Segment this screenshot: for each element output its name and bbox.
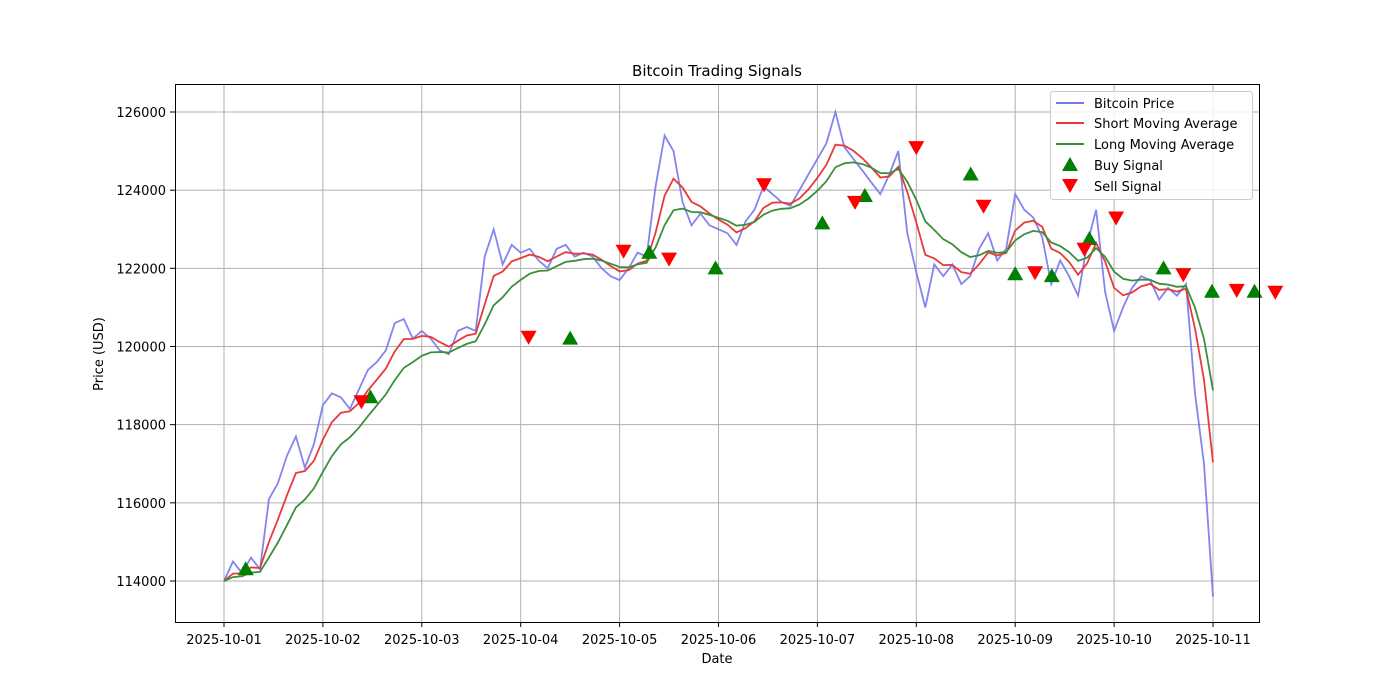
chart-title: Bitcoin Trading Signals	[632, 62, 802, 80]
sell-signal-marker	[755, 178, 772, 193]
buy-signal-marker	[707, 260, 724, 275]
x-tick-label: 2025-10-05	[582, 633, 658, 648]
buy-signal-marker	[1246, 283, 1263, 298]
x-tick-label: 2025-10-11	[1175, 633, 1251, 648]
x-tick-label: 2025-10-02	[285, 633, 361, 648]
y-tick-label: 122000	[116, 262, 166, 277]
long-ma-line	[223, 161, 1214, 582]
y-tick-label: 126000	[116, 106, 166, 121]
y-tick-label: 114000	[116, 575, 166, 590]
legend-sell-label: Sell Signal	[1094, 180, 1162, 195]
sell-signal-marker	[1076, 242, 1093, 257]
sell-signal-marker	[908, 141, 925, 156]
sell-signal-marker	[1026, 266, 1043, 281]
sell-triangle-icon	[1062, 179, 1078, 193]
sell-signal-marker	[975, 199, 992, 214]
data-lines	[223, 108, 1214, 597]
sell-signal-marker	[846, 195, 863, 210]
sell-signal-marker	[1108, 211, 1125, 226]
y-tick-label: 124000	[116, 184, 166, 199]
x-tick-label: 2025-10-03	[384, 633, 460, 648]
x-tick-label: 2025-10-10	[1076, 633, 1152, 648]
signal-markers	[237, 141, 1284, 576]
sell-signal-marker	[353, 395, 370, 410]
short-ma-line	[223, 143, 1214, 582]
y-axis-label: Price (USD)	[92, 317, 107, 391]
buy-signal-marker	[1204, 283, 1221, 298]
x-tick-label: 2025-10-07	[780, 633, 856, 648]
y-tick-label: 118000	[116, 419, 166, 434]
x-tick-label: 2025-10-06	[681, 633, 757, 648]
buy-signal-marker	[562, 330, 579, 345]
x-axis-label: Date	[701, 652, 732, 667]
x-tick-label: 2025-10-09	[977, 633, 1053, 648]
sell-signal-marker	[1267, 285, 1284, 300]
buy-signal-marker	[1155, 260, 1172, 275]
legend-short-ma-label: Short Moving Average	[1094, 117, 1238, 132]
sell-signal-marker	[520, 330, 537, 345]
sell-signal-marker	[615, 244, 632, 259]
x-tick-label: 2025-10-01	[186, 633, 262, 648]
y-tick-label: 116000	[116, 497, 166, 512]
y-tick-label: 120000	[116, 341, 166, 356]
plot-frame	[175, 84, 1260, 623]
x-tick-label: 2025-10-08	[879, 633, 955, 648]
buy-signal-marker	[962, 166, 979, 181]
bitcoin-price-line	[223, 108, 1214, 597]
legend-long-ma-label: Long Moving Average	[1094, 138, 1234, 153]
axis-ticks: 2025-10-01 2025-10-02 2025-10-03 2025-10-04…	[116, 106, 1250, 648]
buy-signal-marker	[237, 561, 254, 576]
buy-signal-marker	[641, 244, 658, 259]
sell-signal-marker	[661, 252, 678, 267]
buy-signal-marker	[1043, 268, 1060, 283]
buy-triangle-icon	[1062, 157, 1078, 171]
x-tick-label: 2025-10-04	[483, 633, 559, 648]
legend: Bitcoin Price Short Moving Average Long …	[1050, 91, 1253, 200]
sell-signal-marker	[1228, 283, 1245, 298]
sell-signal-marker	[1175, 268, 1192, 283]
legend-buy-label: Buy Signal	[1094, 159, 1163, 174]
buy-signal-marker	[1007, 266, 1024, 281]
buy-signal-marker	[1081, 231, 1098, 246]
buy-signal-marker	[814, 215, 831, 230]
legend-price-label: Bitcoin Price	[1094, 97, 1174, 112]
